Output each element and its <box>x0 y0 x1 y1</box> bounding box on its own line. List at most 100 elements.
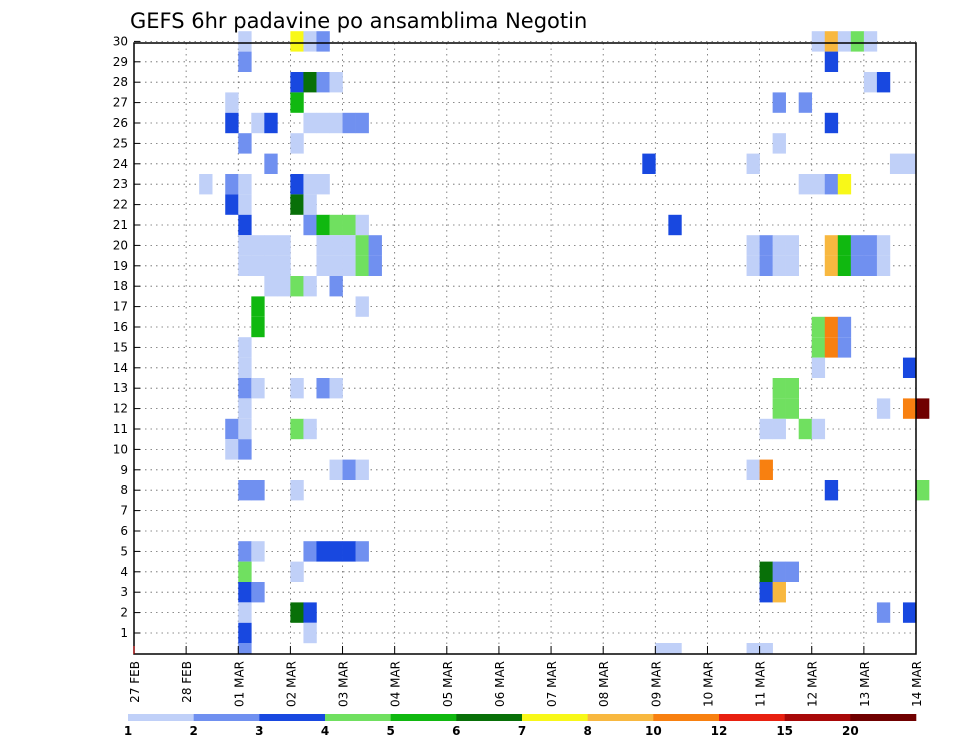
heatmap-cell <box>342 541 356 562</box>
heatmap-cell <box>772 92 786 113</box>
heatmap-cell <box>798 92 813 113</box>
heatmap-cell <box>811 316 826 338</box>
colorbar-swatch <box>784 714 851 721</box>
heatmap-cell <box>238 31 252 52</box>
colorbar-tick-label: 4 <box>321 724 329 738</box>
y-tick-label: 1 <box>120 626 128 640</box>
heatmap-cell <box>850 255 865 276</box>
colorbar-swatch <box>522 714 588 721</box>
heatmap-cell <box>316 112 330 134</box>
heatmap-cell <box>824 255 839 276</box>
heatmap-cell <box>824 112 839 134</box>
colorbar-swatch <box>456 714 523 721</box>
heatmap-cell <box>251 541 265 562</box>
y-tick-label: 11 <box>113 422 128 436</box>
colorbar-tick-label: 12 <box>711 724 728 738</box>
heatmap-cell <box>225 439 239 460</box>
heatmap-cell <box>837 235 852 256</box>
heatmap-cell <box>329 214 343 236</box>
heatmap-cell <box>316 255 330 276</box>
heatmap-cell <box>238 622 252 644</box>
heatmap-cell <box>811 337 826 358</box>
y-tick-label: 10 <box>113 442 128 456</box>
y-tick-label: 2 <box>120 606 128 620</box>
heatmap-cell <box>238 439 252 460</box>
heatmap-cell <box>824 51 839 72</box>
heatmap-cell <box>342 255 356 276</box>
heatmap-cell <box>290 92 304 113</box>
heatmap-cell <box>772 255 786 276</box>
heatmap-cell <box>238 582 252 603</box>
heatmap-cell <box>238 398 252 419</box>
x-tick-label: 12 MAR <box>806 661 820 707</box>
heatmap-cell <box>355 541 369 562</box>
y-tick-label: 28 <box>113 75 128 89</box>
heatmap-cell <box>251 480 265 501</box>
heatmap-cell <box>303 276 317 297</box>
heatmap-cell <box>277 235 291 256</box>
heatmap-cell <box>772 418 786 440</box>
heatmap-cell <box>290 561 304 582</box>
heatmap-cell <box>668 214 682 236</box>
heatmap-cell <box>238 357 252 378</box>
heatmap-cell <box>759 459 773 480</box>
heatmap-cell <box>290 72 304 93</box>
y-tick-label: 21 <box>113 218 128 232</box>
heatmap-cell <box>316 174 330 195</box>
heatmap-cell <box>264 255 278 276</box>
heatmap-cell <box>811 31 826 52</box>
heatmap-cell <box>824 480 839 501</box>
heatmap-cell <box>876 72 891 93</box>
heatmap-cell <box>916 398 930 419</box>
heatmap-cell <box>902 357 917 378</box>
heatmap-cell <box>772 582 786 603</box>
heatmap-cell <box>772 398 786 419</box>
y-tick-label: 15 <box>113 340 128 354</box>
y-tick-label: 26 <box>113 116 128 130</box>
heatmap-cell <box>225 194 239 215</box>
y-tick-label: 6 <box>120 524 128 538</box>
heatmap-cell <box>824 174 839 195</box>
heatmap-cell <box>303 72 317 93</box>
heatmap-cell <box>238 235 252 256</box>
heatmap-cell <box>238 214 252 236</box>
chart-title: GEFS 6hr padavine po ansamblima Negotin <box>130 9 587 33</box>
heatmap-cell <box>303 112 317 134</box>
heatmap-cell <box>225 418 239 440</box>
x-tick-label: 10 MAR <box>701 661 715 707</box>
heatmap-cell <box>355 112 369 134</box>
colorbar-swatch <box>587 714 654 721</box>
heatmap-cell <box>759 582 773 603</box>
heatmap-cell <box>785 255 799 276</box>
heatmap-cell <box>355 459 369 480</box>
heatmap-cell <box>251 316 265 338</box>
heatmap-cell <box>746 235 760 256</box>
heatmap-cell <box>251 255 265 276</box>
heatmap-cell <box>746 153 760 174</box>
heatmap-cell <box>290 378 304 399</box>
y-tick-label: 17 <box>113 300 128 314</box>
heatmap-cell <box>303 418 317 440</box>
heatmap-cell <box>303 541 317 562</box>
heatmap-cell <box>368 255 382 276</box>
plot-grid <box>134 41 916 654</box>
heatmap-cell <box>342 459 356 480</box>
plot-cells <box>199 31 930 654</box>
colorbar-tick-label: 3 <box>255 724 263 738</box>
heatmap-cell <box>798 174 813 195</box>
heatmap-cell <box>264 235 278 256</box>
heatmap-cell <box>329 255 343 276</box>
heatmap-cell <box>238 174 252 195</box>
heatmap-cell <box>772 133 786 154</box>
heatmap-cell <box>238 51 252 72</box>
heatmap-cell <box>316 378 330 399</box>
heatmap-cell <box>811 174 826 195</box>
heatmap-cell <box>290 133 304 154</box>
heatmap-cell <box>238 643 252 654</box>
heatmap-cell <box>303 214 317 236</box>
heatmap-cell <box>277 255 291 276</box>
heatmap-cell <box>746 459 760 480</box>
y-tick-label: 13 <box>113 381 128 395</box>
heatmap-cell <box>264 112 278 134</box>
heatmap-cell <box>238 133 252 154</box>
